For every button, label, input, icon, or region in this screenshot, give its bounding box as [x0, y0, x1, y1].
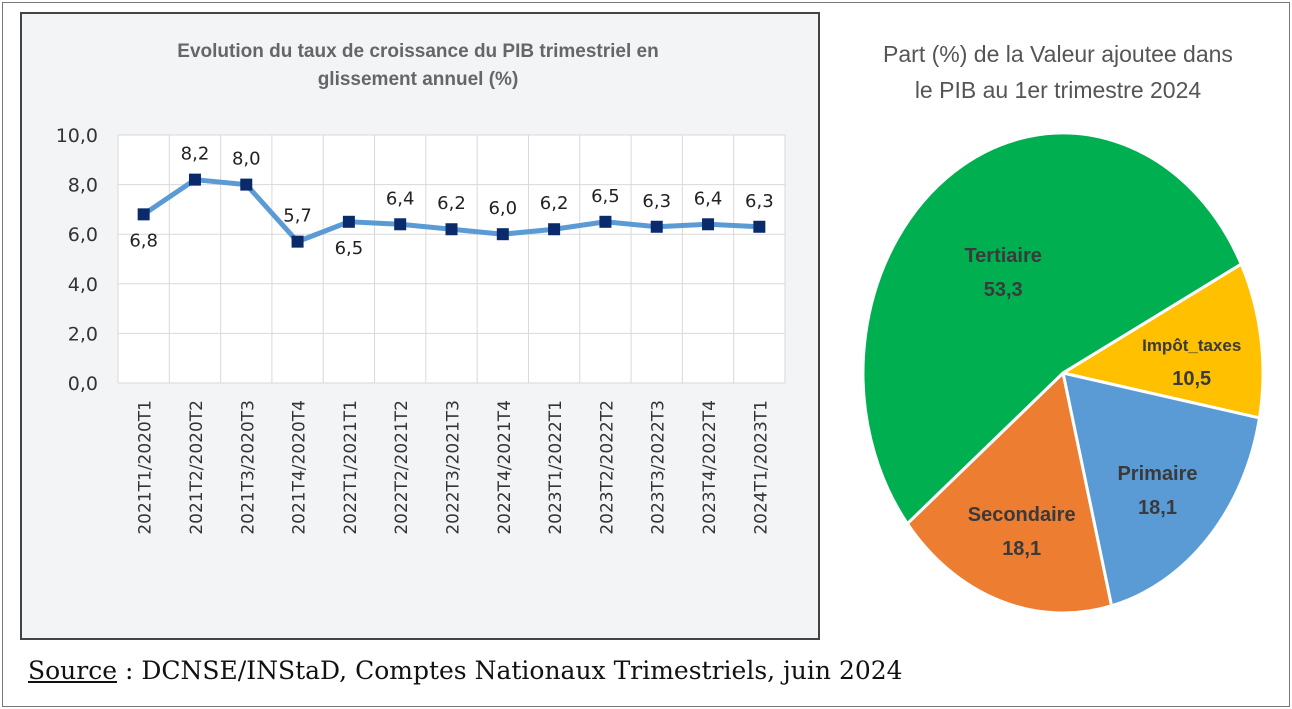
- source-text: : DCNSE/INStaD, Comptes Nationaux Trimes…: [117, 656, 903, 685]
- data-label: 8,0: [232, 149, 261, 170]
- pie-slice-label: Impôt_taxes: [1142, 336, 1241, 355]
- pie-chart-title: le PIB au 1er trimestre 2024: [915, 77, 1202, 103]
- pie-slice-value: 53,3: [984, 279, 1023, 301]
- pie-slice-label: Secondaire: [968, 504, 1076, 526]
- data-label: 5,7: [283, 206, 312, 227]
- data-label: 8,2: [181, 144, 210, 165]
- data-label: 6,4: [694, 188, 723, 209]
- pie-chart-title: Part (%) de la Valeur ajoutee dans: [883, 41, 1233, 67]
- data-point: [496, 228, 509, 241]
- data-label: 6,5: [335, 238, 364, 259]
- plot-area: [118, 135, 785, 383]
- data-point: [753, 220, 766, 233]
- x-tick-label: 2023T4/2022T4: [700, 400, 720, 535]
- data-point: [548, 223, 561, 236]
- source-note: Source : DCNSE/INStaD, Comptes Nationaux…: [28, 656, 903, 685]
- pie-slice-label: Primaire: [1117, 463, 1197, 485]
- data-point: [702, 218, 715, 231]
- data-point: [650, 220, 663, 233]
- pie-slice-value: 18,1: [1002, 538, 1041, 560]
- data-label: 6,8: [129, 230, 158, 251]
- x-tick-label: 2024T1/2023T1: [751, 400, 771, 535]
- data-point: [240, 178, 253, 191]
- data-point: [188, 173, 201, 186]
- y-tick-label: 4,0: [68, 274, 98, 296]
- data-label: 6,4: [386, 188, 415, 209]
- data-label: 6,3: [642, 191, 671, 212]
- pie-slice: [1059, 261, 1265, 420]
- pie-slice: [905, 370, 1114, 615]
- x-tick-label: 2022T1/2021T1: [341, 400, 361, 535]
- data-point: [342, 215, 355, 228]
- x-tick-label: 2023T1/2022T1: [546, 400, 566, 535]
- x-tick-label: 2023T2/2022T2: [597, 400, 617, 535]
- y-tick-label: 2,0: [68, 323, 98, 345]
- data-label: 6,5: [591, 186, 620, 207]
- data-point: [445, 223, 458, 236]
- x-tick-label: 2021T3/2020T3: [238, 400, 258, 535]
- pie-slice-value: 18,1: [1138, 497, 1177, 519]
- x-tick-label: 2023T3/2022T3: [649, 400, 669, 535]
- data-label: 6,2: [437, 193, 466, 214]
- pie-slice: [1061, 371, 1262, 608]
- x-tick-label: 2022T4/2021T4: [495, 400, 515, 535]
- data-label: 6,3: [745, 191, 774, 212]
- x-tick-label: 2021T1/2020T1: [136, 400, 156, 535]
- data-point: [599, 215, 612, 228]
- x-tick-label: 2022T2/2021T2: [392, 400, 412, 535]
- data-label: 6,2: [540, 193, 569, 214]
- y-tick-label: 6,0: [68, 224, 98, 246]
- line-chart-title: glissement annuel (%): [318, 69, 519, 90]
- y-tick-label: 8,0: [68, 175, 98, 197]
- pie-slice-label: Tertiaire: [964, 245, 1041, 267]
- x-tick-label: 2022T3/2021T3: [444, 400, 464, 535]
- data-point: [137, 208, 150, 221]
- x-tick-label: 2021T4/2020T4: [290, 400, 310, 535]
- pie-slice-value: 10,5: [1172, 368, 1211, 390]
- data-label: 6,0: [488, 198, 517, 219]
- y-tick-label: 0,0: [68, 373, 98, 395]
- line-chart-title: Evolution du taux de croissance du PIB t…: [177, 41, 658, 62]
- pie-slice: [861, 131, 1244, 526]
- data-point: [394, 218, 407, 231]
- x-tick-label: 2021T2/2020T2: [187, 400, 207, 535]
- source-label: Source: [28, 656, 118, 685]
- data-point: [291, 235, 304, 248]
- y-tick-label: 10,0: [56, 125, 98, 147]
